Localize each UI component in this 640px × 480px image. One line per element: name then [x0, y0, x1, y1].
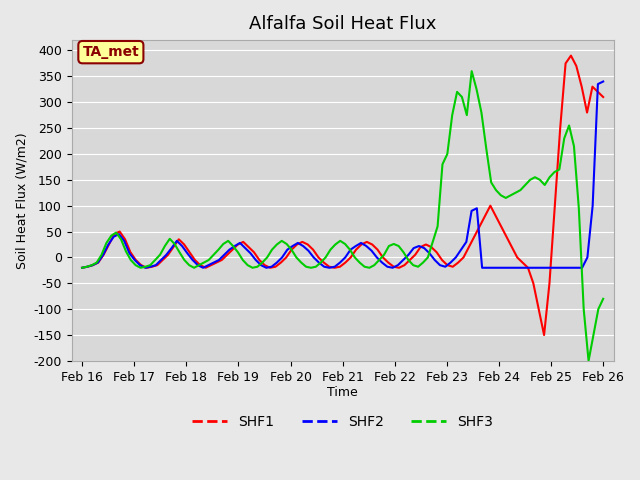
SHF2 [199, 265, 207, 271]
SHF2 [179, 243, 186, 249]
SHF1 [406, 257, 413, 263]
SHF1 [111, 231, 118, 237]
Text: TA_met: TA_met [83, 45, 140, 59]
SHF2 [557, 265, 565, 271]
SHF1 [540, 332, 548, 338]
SHF3 [161, 243, 169, 249]
SHF3 [585, 358, 593, 364]
SHF1 [476, 224, 483, 229]
SHF1 [121, 237, 129, 242]
SHF2 [78, 265, 86, 271]
SHF1 [599, 94, 607, 100]
SHF3 [468, 68, 476, 74]
Line: SHF1: SHF1 [82, 56, 603, 335]
SHF1 [567, 53, 575, 59]
Line: SHF2: SHF2 [82, 82, 603, 268]
SHF1 [78, 265, 86, 271]
SHF1 [325, 264, 333, 270]
SHF3 [497, 192, 505, 198]
SHF2 [599, 79, 607, 84]
SHF2 [573, 265, 580, 271]
Y-axis label: Soil Heat Flux (W/m2): Soil Heat Flux (W/m2) [15, 132, 28, 269]
SHF1 [369, 241, 376, 247]
SHF3 [78, 265, 86, 271]
SHF3 [531, 174, 539, 180]
X-axis label: Time: Time [327, 386, 358, 399]
SHF3 [541, 182, 548, 188]
Line: SHF3: SHF3 [82, 71, 603, 361]
SHF3 [599, 296, 607, 302]
Legend: SHF1, SHF2, SHF3: SHF1, SHF2, SHF3 [187, 409, 499, 435]
Title: Alfalfa Soil Heat Flux: Alfalfa Soil Heat Flux [249, 15, 436, 33]
SHF3 [132, 262, 140, 268]
SHF2 [347, 247, 355, 252]
SHF2 [388, 265, 396, 271]
SHF3 [322, 254, 330, 260]
